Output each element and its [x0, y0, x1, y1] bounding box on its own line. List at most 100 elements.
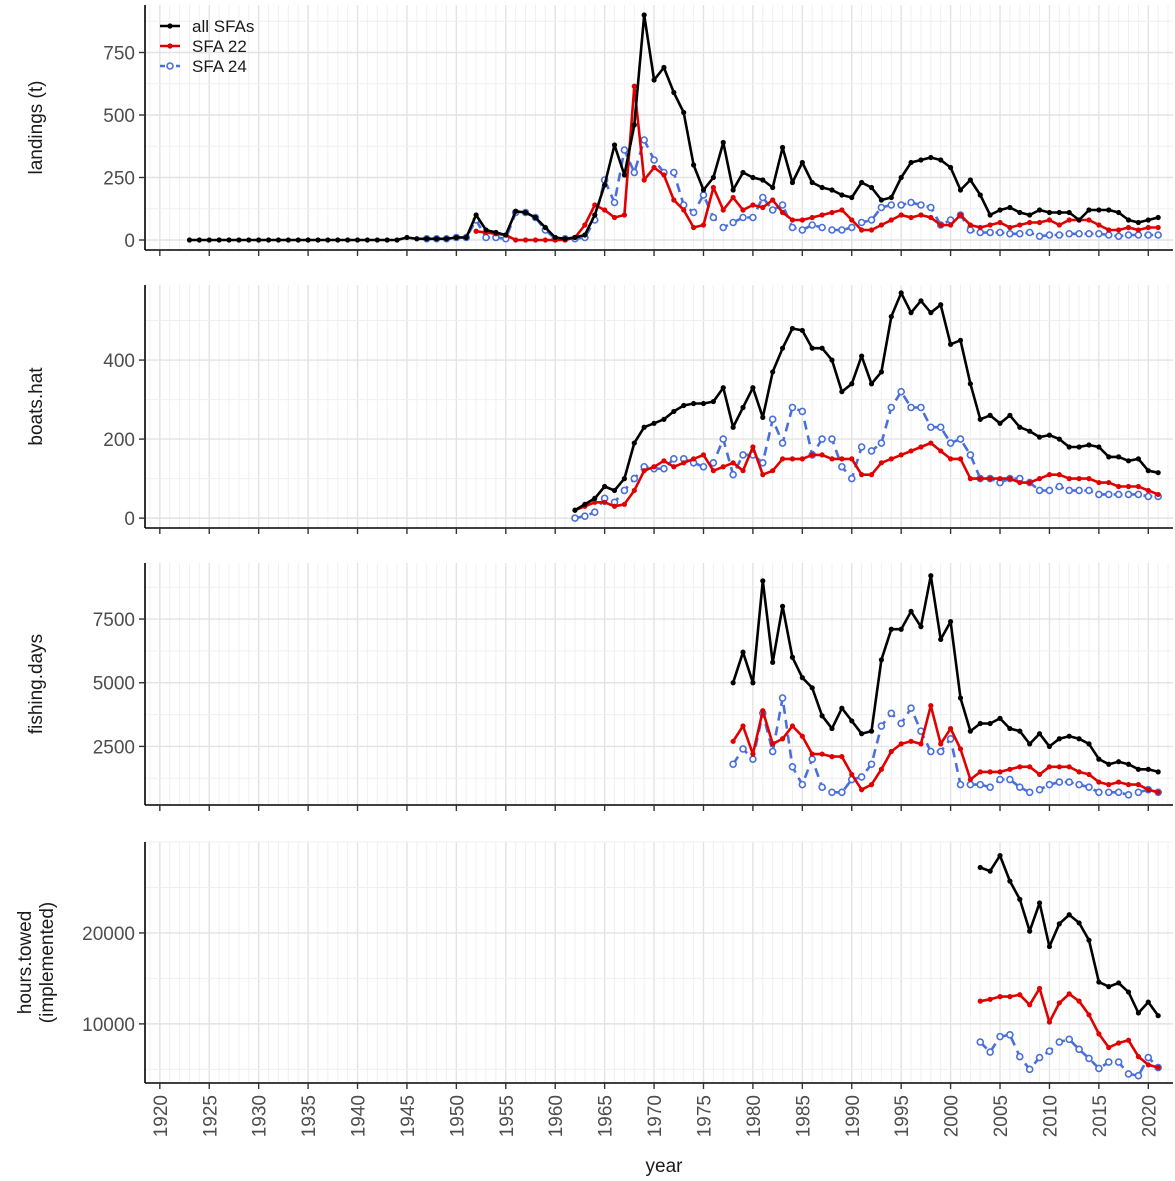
- y-axis-title: hours.towed: [15, 911, 36, 1015]
- data-point-sfa-22: [1096, 1031, 1102, 1037]
- data-point-sfa-24: [640, 136, 648, 144]
- x-tick-label: 1945: [398, 1095, 419, 1137]
- data-point-all-sfas: [977, 864, 983, 871]
- data-point-sfa-22: [700, 222, 707, 228]
- x-tick-label: 2015: [1090, 1095, 1111, 1137]
- data-point-all-sfas: [750, 385, 756, 391]
- data-point-all-sfas: [1046, 943, 1053, 950]
- data-point-all-sfas: [532, 214, 539, 221]
- x-tick-label: 1970: [645, 1095, 666, 1137]
- data-point-sfa-22: [1066, 764, 1072, 770]
- data-point-all-sfas: [957, 337, 964, 343]
- data-point-sfa-24: [1065, 1035, 1074, 1044]
- data-point-sfa-22: [859, 787, 865, 793]
- data-point-all-sfas: [947, 341, 954, 347]
- data-point-all-sfas: [987, 212, 993, 218]
- data-point-sfa-22: [918, 212, 924, 218]
- data-point-sfa-24: [1035, 486, 1044, 495]
- data-point-all-sfas: [1017, 728, 1023, 734]
- data-point-all-sfas: [750, 174, 756, 181]
- data-point-sfa-22: [789, 723, 796, 729]
- data-point-sfa-22: [1116, 1040, 1122, 1046]
- data-point-sfa-24: [887, 201, 896, 209]
- data-point-all-sfas: [1125, 989, 1132, 995]
- data-point-sfa-22: [868, 782, 875, 788]
- data-point-all-sfas: [433, 236, 440, 242]
- data-point-sfa-24: [927, 747, 935, 756]
- data-point-all-sfas: [809, 685, 815, 691]
- data-point-sfa-24: [1075, 229, 1083, 238]
- data-point-sfa-22: [720, 464, 726, 470]
- data-point-sfa-22: [671, 464, 677, 470]
- data-point-all-sfas: [928, 310, 934, 316]
- data-point-sfa-22: [1135, 227, 1142, 233]
- data-point-all-sfas: [246, 237, 252, 243]
- data-point-all-sfas: [859, 353, 865, 359]
- data-point-sfa-24: [1085, 229, 1093, 238]
- data-point-all-sfas: [1046, 743, 1053, 750]
- data-point-all-sfas: [849, 194, 855, 201]
- data-point-sfa-22: [779, 456, 786, 462]
- data-point-sfa-22: [1135, 1054, 1142, 1060]
- data-point-all-sfas: [947, 618, 954, 625]
- data-point-sfa-22: [750, 202, 756, 208]
- data-point-all-sfas: [216, 237, 222, 243]
- data-point-all-sfas: [572, 507, 578, 513]
- data-point-sfa-24: [1124, 231, 1133, 239]
- data-point-all-sfas: [275, 237, 282, 243]
- data-point-all-sfas: [760, 177, 766, 183]
- data-point-all-sfas: [1036, 207, 1043, 213]
- data-point-all-sfas: [1155, 1013, 1161, 1019]
- data-point-all-sfas: [1007, 878, 1013, 884]
- data-point-all-sfas: [779, 144, 786, 151]
- data-point-sfa-22: [1125, 782, 1132, 788]
- data-point-sfa-22: [1145, 787, 1151, 793]
- data-point-all-sfas: [690, 400, 697, 407]
- legend-label: all SFAs: [192, 17, 254, 36]
- data-point-sfa-24: [1006, 229, 1014, 238]
- data-point-sfa-24: [1015, 1052, 1024, 1061]
- data-point-sfa-22: [710, 468, 716, 474]
- data-point-all-sfas: [582, 232, 588, 238]
- data-point-all-sfas: [394, 237, 400, 243]
- data-point-all-sfas: [1027, 928, 1033, 934]
- data-point-sfa-24: [630, 474, 639, 483]
- data-point-sfa-22: [592, 202, 598, 208]
- data-point-sfa-22: [997, 476, 1003, 482]
- data-point-sfa-22: [1027, 219, 1033, 226]
- data-point-sfa-22: [809, 751, 815, 757]
- data-point-sfa-22: [542, 237, 548, 243]
- data-point-all-sfas: [542, 224, 548, 231]
- data-point-sfa-24: [1114, 788, 1123, 797]
- data-point-all-sfas: [977, 192, 983, 198]
- data-point-sfa-24: [838, 462, 846, 471]
- data-point-all-sfas: [295, 237, 301, 243]
- data-point-all-sfas: [414, 236, 420, 242]
- data-point-sfa-22: [997, 769, 1003, 775]
- data-point-sfa-24: [887, 709, 896, 718]
- data-point-sfa-22: [779, 209, 786, 216]
- data-point-sfa-24: [1025, 788, 1034, 797]
- data-point-sfa-24: [1015, 783, 1024, 791]
- data-point-sfa-22: [878, 222, 885, 228]
- data-point-sfa-24: [867, 216, 876, 224]
- data-point-sfa-24: [907, 704, 915, 713]
- data-point-all-sfas: [1066, 444, 1072, 450]
- data-point-sfa-24: [857, 218, 866, 227]
- data-point-sfa-22: [997, 219, 1003, 226]
- data-point-sfa-22: [1056, 1000, 1062, 1006]
- data-point-all-sfas: [641, 424, 647, 430]
- data-point-sfa-22: [957, 746, 964, 752]
- data-point-all-sfas: [236, 237, 242, 243]
- data-point-all-sfas: [473, 212, 479, 218]
- data-point-all-sfas: [1036, 900, 1043, 906]
- data-point-all-sfas: [1076, 444, 1082, 450]
- data-point-sfa-24: [946, 734, 955, 743]
- data-point-all-sfas: [878, 657, 885, 663]
- data-point-all-sfas: [1066, 912, 1072, 918]
- data-point-sfa-22: [809, 452, 815, 458]
- data-point-all-sfas: [799, 159, 805, 166]
- y-tick-label: 400: [103, 351, 135, 372]
- data-point-sfa-24: [1055, 1038, 1064, 1046]
- data-point-all-sfas: [819, 184, 825, 191]
